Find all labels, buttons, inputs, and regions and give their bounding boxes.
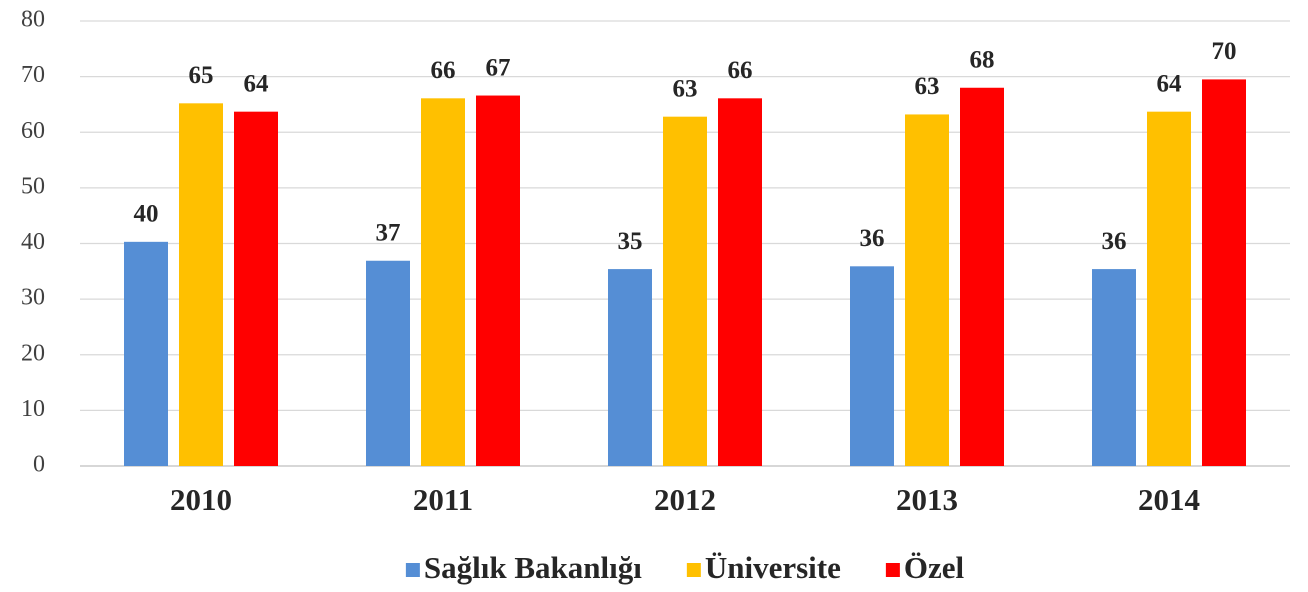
bar <box>608 269 652 466</box>
y-tick-label: 40 <box>21 229 45 255</box>
data-label: 67 <box>486 54 511 81</box>
bar <box>124 241 168 466</box>
bar <box>179 103 223 466</box>
bar <box>1202 79 1246 466</box>
bar <box>421 98 465 466</box>
legend-label: Üniversite <box>705 550 841 585</box>
bar <box>1147 111 1191 466</box>
x-tick-label: 2014 <box>1138 482 1200 517</box>
y-tick-label: 20 <box>21 340 45 366</box>
bar <box>718 98 762 466</box>
bar <box>1092 269 1136 466</box>
y-tick-label: 10 <box>21 396 45 422</box>
data-label: 70 <box>1212 38 1237 65</box>
bar <box>663 116 707 467</box>
y-tick-label: 80 <box>21 7 45 33</box>
legend-swatch <box>885 563 900 577</box>
bar <box>905 114 949 466</box>
y-tick-label: 0 <box>33 452 45 478</box>
bar <box>850 266 894 466</box>
data-label: 40 <box>134 201 159 228</box>
data-label: 36 <box>1102 228 1127 255</box>
data-label: 65 <box>189 62 214 89</box>
data-label: 68 <box>970 46 995 73</box>
bar <box>234 111 278 466</box>
data-label: 37 <box>376 219 401 246</box>
legend-swatch <box>405 563 420 577</box>
data-label: 66 <box>431 57 456 84</box>
x-tick-label: 2013 <box>896 482 958 517</box>
data-label: 63 <box>915 73 940 100</box>
legend-label: Özel <box>904 550 965 585</box>
data-label: 64 <box>1157 70 1183 97</box>
legend-swatch <box>686 563 701 577</box>
x-tick-label: 2011 <box>413 482 473 517</box>
data-label: 35 <box>618 228 643 255</box>
bar <box>476 95 520 466</box>
bar <box>366 260 410 466</box>
y-tick-label: 50 <box>21 173 45 199</box>
x-tick-label: 2010 <box>170 482 232 517</box>
y-tick-label: 30 <box>21 285 45 311</box>
data-label: 66 <box>728 57 753 84</box>
data-label: 64 <box>244 70 270 97</box>
legend-label: Sağlık Bakanlığı <box>424 550 642 585</box>
data-label: 36 <box>860 225 885 252</box>
bar <box>960 87 1004 466</box>
x-tick-label: 2012 <box>654 482 716 517</box>
data-label: 63 <box>673 75 698 102</box>
y-tick-label: 60 <box>21 118 45 144</box>
y-tick-label: 70 <box>21 62 45 88</box>
